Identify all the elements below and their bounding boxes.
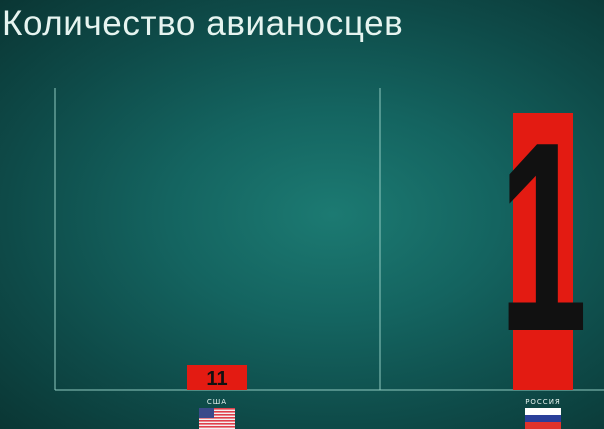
bar-0 — [187, 365, 247, 390]
flag-stripe — [199, 426, 235, 428]
data-label-0: 11 — [206, 368, 227, 390]
category-label-0: США — [207, 398, 227, 406]
flag-red — [525, 422, 561, 429]
flag-blue — [525, 415, 561, 422]
russia-flag-icon — [525, 408, 561, 429]
flag-stripe — [199, 423, 235, 425]
flag-stripe — [199, 417, 235, 419]
flag-white — [525, 408, 561, 415]
flag-stripe — [199, 411, 235, 413]
bar-1 — [513, 113, 573, 390]
data-label-1: 1 — [499, 87, 588, 389]
flag-stripe — [199, 420, 235, 422]
flag-canton — [199, 408, 214, 418]
chart-title: Количество авианосцев — [2, 4, 404, 43]
usa-flag-icon — [199, 408, 235, 429]
flag-stripe — [199, 414, 235, 416]
category-label-1: РОССИЯ — [525, 398, 561, 406]
flag-stripe — [199, 408, 235, 410]
